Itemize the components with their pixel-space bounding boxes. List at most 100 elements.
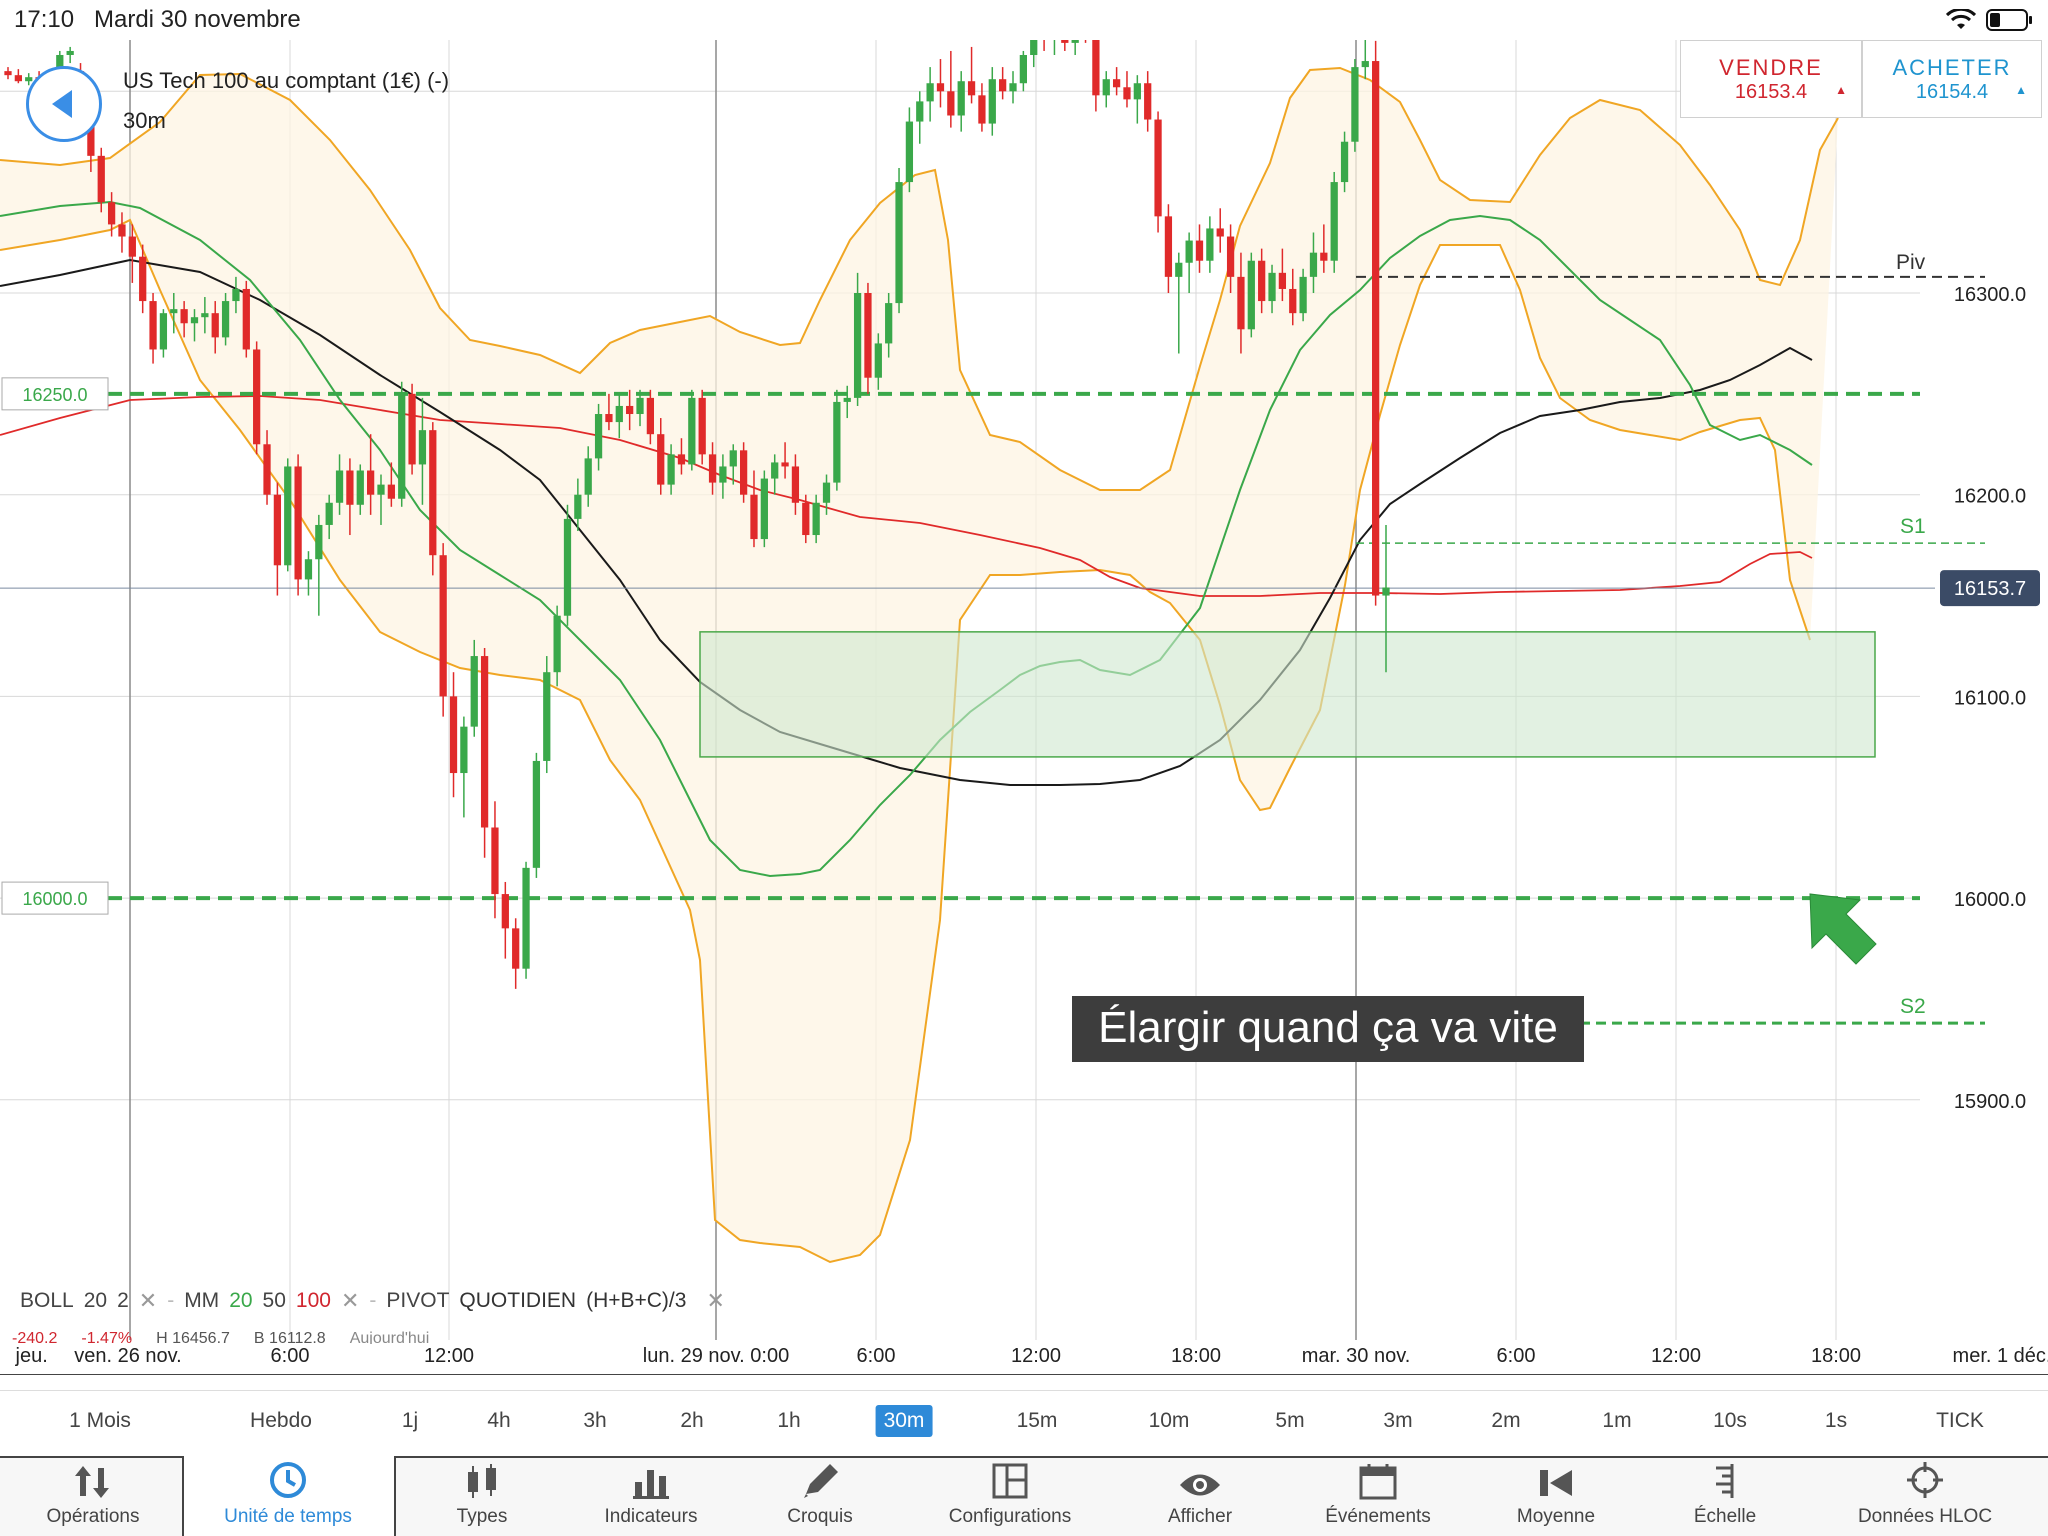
candle-up (543, 672, 551, 761)
status-icons (1946, 6, 2034, 34)
pivot-formula: (H+B+C)/3 (586, 1289, 687, 1312)
candle-down (242, 288, 250, 350)
tool-pencil[interactable]: Croquis (735, 1456, 905, 1536)
timeframe-5m[interactable]: 5m (1275, 1409, 1305, 1432)
sell-button[interactable]: VENDRE 16153.4 ▲ (1680, 40, 1862, 118)
tool-label: Croquis (787, 1506, 853, 1527)
candle-down (1320, 252, 1328, 261)
candle-down (1112, 79, 1121, 88)
close-icon[interactable]: ✕ (340, 1288, 360, 1313)
tool-label: Unité de temps (224, 1506, 352, 1527)
close-icon[interactable]: ✕ (706, 1288, 725, 1313)
tool-bar-chart[interactable]: Indicateurs (566, 1456, 736, 1536)
pivot-mode: QUOTIDIEN (459, 1289, 577, 1312)
support-zone[interactable] (699, 631, 1876, 758)
indicator-legend: BOLL 20 2 ✕ - MM 20 50 100 ✕ - PIVOT QUO… (20, 1288, 725, 1313)
candle-down (429, 430, 437, 556)
price-chart[interactable]: PivS1S216250.016000.016400.016300.016200… (0, 40, 2048, 1375)
timeframe-tick[interactable]: TICK (1936, 1409, 1984, 1432)
instrument-title: US Tech 100 au comptant (1€) (-) (123, 68, 450, 93)
candle-up (418, 430, 427, 465)
x-label-bg (1282, 1340, 1430, 1372)
candle-down (1226, 236, 1235, 277)
tool-swap-arrows[interactable]: Opérations (8, 1456, 178, 1536)
timeframe-10m[interactable]: 10m (1148, 1409, 1190, 1432)
current-price-label: 16153.7 (1954, 578, 2026, 600)
x-label-bg (1933, 1340, 2048, 1372)
timeframe-15m[interactable]: 15m (1016, 1409, 1058, 1432)
x-tick-label: 18:00 (1811, 1345, 1861, 1367)
tool-label: Afficher (1167, 1506, 1233, 1527)
tool-crosshair[interactable]: Données HLOC (1840, 1456, 2010, 1536)
close-icon[interactable]: ✕ (138, 1288, 158, 1313)
average-icon (1471, 1456, 1641, 1500)
back-button[interactable] (26, 66, 102, 142)
timeframe-10s[interactable]: 10s (1713, 1409, 1747, 1432)
x-label-bg (846, 1340, 906, 1372)
timeframe-4h[interactable]: 4h (487, 1409, 511, 1432)
candle-up (916, 101, 924, 122)
timeframe-2m[interactable]: 2m (1491, 1409, 1521, 1432)
low-value: B 16112.8 (253, 1330, 326, 1344)
boll-period: 20 (83, 1289, 108, 1312)
ma50-line (0, 258, 1813, 786)
tool-eye[interactable]: Afficher (1115, 1456, 1285, 1536)
chart-area[interactable]: PivS1S216250.016000.016400.016300.016200… (0, 40, 2048, 1375)
timeframe-1h[interactable]: 1h (777, 1409, 801, 1432)
candle-up (66, 50, 74, 55)
candle-down (1164, 216, 1173, 277)
buy-price: 16154.4 (1915, 81, 1989, 103)
candle-up (822, 482, 831, 503)
mm-name: MM (184, 1289, 220, 1312)
candle-up (56, 54, 64, 74)
candle-down (253, 349, 261, 445)
candle-down (708, 454, 717, 483)
candle-down (646, 397, 655, 435)
timeframe-1m[interactable]: 1m (1602, 1409, 1632, 1432)
tool-clock[interactable]: Unité de temps (203, 1456, 373, 1536)
candle-down (677, 454, 686, 465)
candle-up (377, 484, 385, 495)
candle-down (1154, 119, 1162, 217)
tool-layout[interactable]: Configurations (925, 1456, 1095, 1536)
x-label-bg (1486, 1340, 1546, 1372)
timeframe-3h[interactable]: 3h (583, 1409, 607, 1432)
swap-arrows-icon (8, 1456, 178, 1500)
candle-up (1299, 276, 1307, 314)
pivot-name: PIVOT (386, 1289, 450, 1312)
candlestick-icon (397, 1456, 567, 1500)
candle-up (1019, 54, 1027, 84)
x-tick-label: mar. 30 nov. (1302, 1345, 1411, 1367)
tool-scale[interactable]: Échelle (1640, 1456, 1810, 1536)
candle-up (356, 470, 364, 505)
candle-down (346, 470, 354, 505)
candle-up (853, 293, 862, 398)
timeframe-2h[interactable]: 2h (680, 1409, 704, 1432)
timeframe-3m[interactable]: 3m (1383, 1409, 1413, 1432)
timeframe-1j[interactable]: 1j (401, 1409, 419, 1432)
candle-up (771, 462, 779, 479)
timeframe-bar: 1 Mois Hebdo 1j 4h 3h 2h 1h 30m 15m 10m 5m 3m 2m 1m 10… (0, 1390, 2048, 1446)
timeframe-1-mois[interactable]: 1 Mois (69, 1409, 131, 1432)
candle-up (232, 288, 240, 302)
mm-period-20: 20 (229, 1289, 253, 1312)
candle-up (1351, 67, 1359, 142)
x-tick-label: jeu. 2 (15, 1345, 65, 1367)
y-tick-label: 16000.0 (1954, 889, 2026, 911)
x-label-bg (1800, 1340, 1872, 1372)
timeframe-1s[interactable]: 1s (1824, 1409, 1848, 1432)
tool-candlestick[interactable]: Types (397, 1456, 567, 1536)
x-tick-label: lun. 29 nov. 0:00 (643, 1345, 789, 1367)
tool-calendar[interactable]: Événements (1293, 1456, 1463, 1536)
candle-up (335, 470, 344, 503)
ma100-line (0, 395, 1813, 597)
candle-up (460, 726, 468, 774)
timeframe-hebdo[interactable]: Hebdo (250, 1409, 312, 1432)
timeframe-30m[interactable]: 30m (875, 1405, 933, 1437)
candle-up (315, 524, 323, 560)
candle-up (522, 867, 530, 969)
tool-average[interactable]: Moyenne (1471, 1456, 1641, 1536)
sub-legend: -240.2 -1.47% H 16456.7 B 16112.8 Aujour… (12, 1330, 429, 1344)
level-tag-label: 16250.0 (22, 385, 87, 405)
buy-button[interactable]: ACHETER 16154.4 ▲ (1862, 40, 2042, 118)
